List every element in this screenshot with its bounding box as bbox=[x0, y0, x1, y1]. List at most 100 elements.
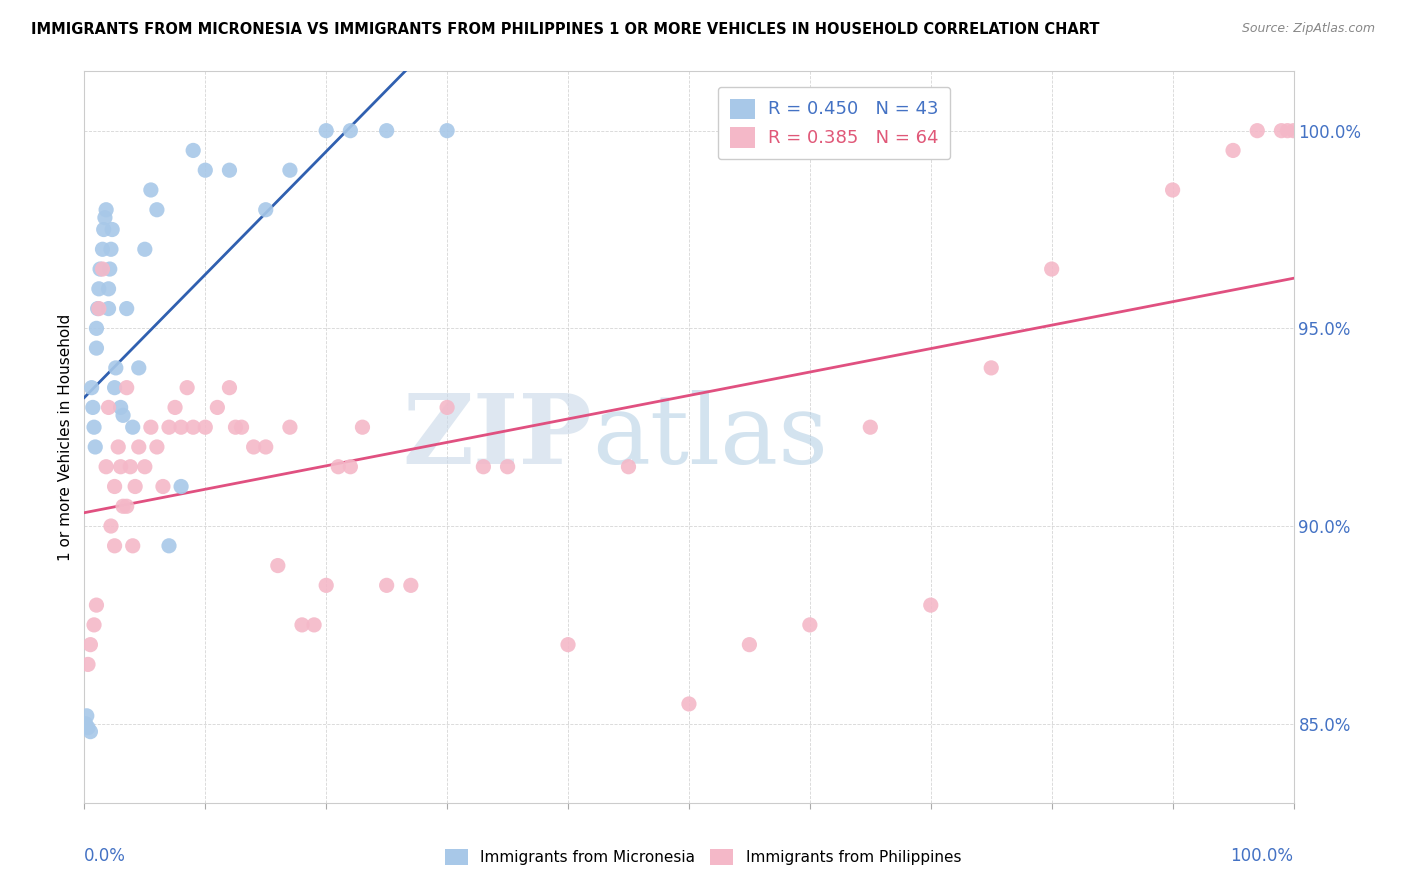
Point bbox=[83, 618, 105, 632]
Point bbox=[920, 598, 942, 612]
Text: ZIP: ZIP bbox=[402, 390, 592, 484]
Point bbox=[97, 282, 120, 296]
Point bbox=[86, 321, 108, 335]
Point bbox=[1161, 183, 1184, 197]
Point bbox=[146, 440, 169, 454]
Point bbox=[738, 638, 761, 652]
Point bbox=[89, 262, 111, 277]
Y-axis label: 1 or more Vehicles in Household: 1 or more Vehicles in Household bbox=[58, 313, 73, 561]
Point bbox=[91, 242, 114, 256]
Point bbox=[176, 381, 198, 395]
Point bbox=[110, 459, 132, 474]
Point bbox=[352, 420, 374, 434]
Point bbox=[170, 420, 193, 434]
Point bbox=[254, 202, 277, 217]
Point bbox=[218, 381, 240, 395]
Point bbox=[94, 202, 117, 217]
Point bbox=[97, 301, 120, 316]
Point bbox=[254, 440, 277, 454]
Point bbox=[678, 697, 700, 711]
Point bbox=[267, 558, 290, 573]
Point bbox=[181, 144, 204, 158]
Point bbox=[181, 420, 204, 434]
Point bbox=[242, 440, 264, 454]
Point bbox=[100, 519, 122, 533]
Point bbox=[315, 578, 337, 592]
Point bbox=[980, 360, 1002, 375]
Text: Source: ZipAtlas.com: Source: ZipAtlas.com bbox=[1241, 22, 1375, 36]
Point bbox=[152, 479, 174, 493]
Point bbox=[82, 401, 104, 415]
Point bbox=[86, 301, 108, 316]
Point bbox=[218, 163, 240, 178]
Point bbox=[83, 420, 105, 434]
Point bbox=[139, 420, 162, 434]
Point bbox=[315, 123, 337, 137]
Point bbox=[84, 440, 107, 454]
Text: 0.0%: 0.0% bbox=[84, 847, 127, 864]
Point bbox=[121, 420, 143, 434]
Point bbox=[77, 721, 100, 735]
Point bbox=[128, 440, 150, 454]
Point bbox=[1246, 123, 1268, 137]
Point bbox=[1040, 262, 1063, 277]
Point bbox=[194, 420, 217, 434]
Point bbox=[139, 183, 162, 197]
Point bbox=[79, 638, 101, 652]
Point bbox=[107, 440, 129, 454]
Legend: Immigrants from Micronesia, Immigrants from Philippines: Immigrants from Micronesia, Immigrants f… bbox=[439, 843, 967, 871]
Point bbox=[134, 242, 156, 256]
Point bbox=[75, 716, 97, 731]
Point bbox=[87, 301, 110, 316]
Point bbox=[1270, 123, 1292, 137]
Point bbox=[328, 459, 350, 474]
Point bbox=[104, 360, 127, 375]
Point bbox=[79, 724, 101, 739]
Point bbox=[375, 578, 398, 592]
Legend: R = 0.450   N = 43, R = 0.385   N = 64: R = 0.450 N = 43, R = 0.385 N = 64 bbox=[718, 87, 950, 160]
Point bbox=[339, 459, 361, 474]
Point bbox=[104, 479, 127, 493]
Point bbox=[115, 500, 138, 514]
Point bbox=[399, 578, 422, 592]
Point bbox=[120, 459, 142, 474]
Point bbox=[231, 420, 253, 434]
Point bbox=[278, 163, 301, 178]
Point bbox=[278, 420, 301, 434]
Point bbox=[77, 657, 100, 672]
Point bbox=[1277, 123, 1299, 137]
Point bbox=[859, 420, 882, 434]
Point bbox=[207, 401, 229, 415]
Text: atlas: atlas bbox=[592, 390, 828, 484]
Point bbox=[472, 459, 495, 474]
Point bbox=[94, 211, 117, 225]
Point bbox=[157, 420, 180, 434]
Point bbox=[97, 401, 120, 415]
Point bbox=[98, 262, 121, 277]
Point bbox=[76, 708, 98, 723]
Point bbox=[194, 163, 217, 178]
Text: 100.0%: 100.0% bbox=[1230, 847, 1294, 864]
Point bbox=[225, 420, 247, 434]
Point bbox=[617, 459, 640, 474]
Point bbox=[101, 222, 124, 236]
Point bbox=[165, 401, 187, 415]
Point bbox=[115, 301, 138, 316]
Point bbox=[80, 381, 103, 395]
Point bbox=[339, 123, 361, 137]
Point bbox=[87, 282, 110, 296]
Point bbox=[100, 242, 122, 256]
Point bbox=[86, 598, 108, 612]
Point bbox=[91, 262, 114, 277]
Point bbox=[375, 123, 398, 137]
Point bbox=[112, 409, 135, 423]
Point bbox=[93, 222, 115, 236]
Point bbox=[436, 123, 458, 137]
Point bbox=[496, 459, 519, 474]
Point bbox=[110, 401, 132, 415]
Point bbox=[146, 202, 169, 217]
Point bbox=[436, 401, 458, 415]
Point bbox=[170, 479, 193, 493]
Point bbox=[799, 618, 821, 632]
Point bbox=[86, 341, 108, 355]
